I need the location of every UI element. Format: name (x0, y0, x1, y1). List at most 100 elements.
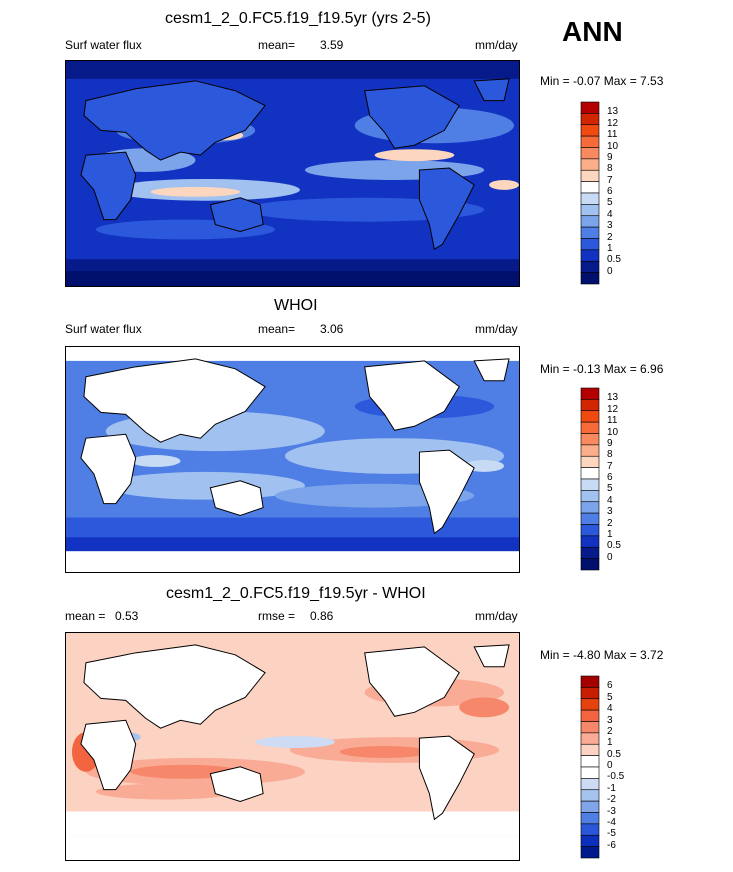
colorbar-tick-label: 11 (607, 415, 618, 427)
colorbar-segment (580, 743, 600, 756)
panel3-mean-label: mean = (65, 609, 106, 623)
colorbar-segment (580, 766, 600, 779)
colorbar-tick-label: 5 (607, 197, 613, 209)
colorbar-segment (580, 433, 600, 446)
colorbar-segment (580, 421, 600, 434)
panel1-map-svg (66, 61, 519, 286)
colorbar-segment (580, 272, 600, 285)
panel3-rmse-value: 0.86 (310, 609, 334, 623)
panel1-title: cesm1_2_0.FC5.f19_f19.5yr (yrs 2-5) (165, 10, 431, 27)
colorbar-tick-label: 6 (607, 186, 613, 197)
colorbar-segment (580, 558, 600, 571)
panel2-title: WHOI (274, 297, 318, 314)
colorbar-segment (580, 124, 600, 137)
colorbar-segment (580, 755, 600, 768)
colorbar-tick-label: 4 (607, 703, 613, 715)
colorbar-segment (580, 192, 600, 205)
panel3-colorbar (580, 675, 600, 859)
panel2-minmax: Min = -0.13 Max = 6.96 (540, 362, 664, 376)
colorbar-tick-label: 2 (607, 517, 613, 529)
panel3-map (65, 632, 520, 861)
colorbar-tick-label: 1 (607, 737, 613, 749)
colorbar-tick-label: -2 (607, 794, 616, 806)
colorbar-segment (580, 789, 600, 802)
panel1-map (65, 60, 520, 287)
colorbar-tick-label: 6 (607, 680, 613, 692)
panel3-colorbar-svg (580, 675, 600, 859)
colorbar-tick-label: 0.5 (607, 748, 621, 760)
colorbar-segment (580, 812, 600, 825)
colorbar-tick-label: 5 (607, 691, 613, 703)
colorbar-segment (580, 169, 600, 182)
panel1-colorbar-svg (580, 101, 600, 285)
colorbar-segment (580, 444, 600, 457)
colorbar-segment (580, 249, 600, 262)
colorbar-segment (580, 823, 600, 836)
panel1-mean-label: mean= (258, 38, 296, 52)
colorbar-tick-label: 0 (607, 760, 613, 771)
colorbar-segment (580, 490, 600, 503)
colorbar-tick-label: -3 (607, 805, 616, 817)
colorbar-segment (580, 501, 600, 514)
colorbar-tick-label: -0.5 (607, 771, 625, 783)
colorbar-tick-label: 0.5 (607, 540, 621, 552)
colorbar-segment (580, 387, 600, 400)
colorbar-tick-label: 7 (607, 174, 613, 186)
colorbar-segment (580, 687, 600, 700)
colorbar-tick-label: 8 (607, 163, 613, 175)
panel3-title: cesm1_2_0.FC5.f19_f19.5yr - WHOI (166, 585, 426, 602)
panel2-variable-label: Surf water flux (65, 322, 142, 336)
colorbar-tick-label: 3 (607, 220, 613, 232)
colorbar-tick-label: 0 (607, 551, 613, 563)
panel3-map-svg (66, 633, 519, 860)
colorbar-segment (580, 535, 600, 548)
colorbar-tick-label: 6 (607, 472, 613, 483)
colorbar-segment (580, 226, 600, 239)
colorbar-segment (580, 512, 600, 525)
colorbar-segment (580, 399, 600, 412)
colorbar-segment (580, 101, 600, 114)
panel2-mean-value: 3.06 (320, 322, 344, 336)
panel1-units: mm/day (475, 38, 518, 52)
colorbar-tick-label: 13 (607, 106, 619, 118)
panel1-minmax: Min = -0.07 Max = 7.53 (540, 74, 664, 88)
colorbar-tick-label: 1 (607, 528, 613, 540)
panel3-minmax: Min = -4.80 Max = 3.72 (540, 648, 664, 662)
colorbar-tick-label: -5 (607, 828, 616, 840)
colorbar-segment (580, 675, 600, 688)
panel1-variable-label: Surf water flux (65, 38, 142, 52)
colorbar-segment (580, 546, 600, 559)
panel1-mean-value: 3.59 (320, 38, 344, 52)
colorbar-segment (580, 135, 600, 148)
colorbar-tick-label: 9 (607, 151, 613, 163)
colorbar-tick-label: 10 (607, 426, 619, 438)
colorbar-segment (580, 721, 600, 734)
colorbar-tick-label: 11 (607, 129, 618, 141)
colorbar-tick-label: 0 (607, 265, 613, 277)
colorbar-segment (580, 204, 600, 217)
season-label: ANN (562, 16, 623, 47)
panel3-rmse-label: rmse = (258, 609, 296, 623)
colorbar-tick-label: 3 (607, 506, 613, 518)
colorbar-segment (580, 181, 600, 194)
colorbar-segment (580, 215, 600, 228)
panel2-map (65, 346, 520, 573)
colorbar-segment (580, 524, 600, 537)
colorbar-tick-label: 2 (607, 231, 613, 243)
colorbar-tick-label: 1 (607, 242, 613, 254)
colorbar-segment (580, 158, 600, 171)
colorbar-tick-label: 0.5 (607, 254, 621, 266)
colorbar-segment (580, 698, 600, 711)
colorbar-segment (580, 467, 600, 480)
panel3-units: mm/day (475, 609, 518, 623)
colorbar-segment (580, 709, 600, 722)
colorbar-tick-label: 4 (607, 208, 613, 220)
colorbar-tick-label: -6 (607, 839, 616, 851)
colorbar-tick-label: 4 (607, 494, 613, 506)
colorbar-segment (580, 410, 600, 423)
colorbar-tick-label: 3 (607, 714, 613, 726)
panel2-mean-label: mean= (258, 322, 296, 336)
colorbar-segment (580, 846, 600, 859)
colorbar-tick-label: 2 (607, 725, 613, 737)
colorbar-segment (580, 778, 600, 791)
